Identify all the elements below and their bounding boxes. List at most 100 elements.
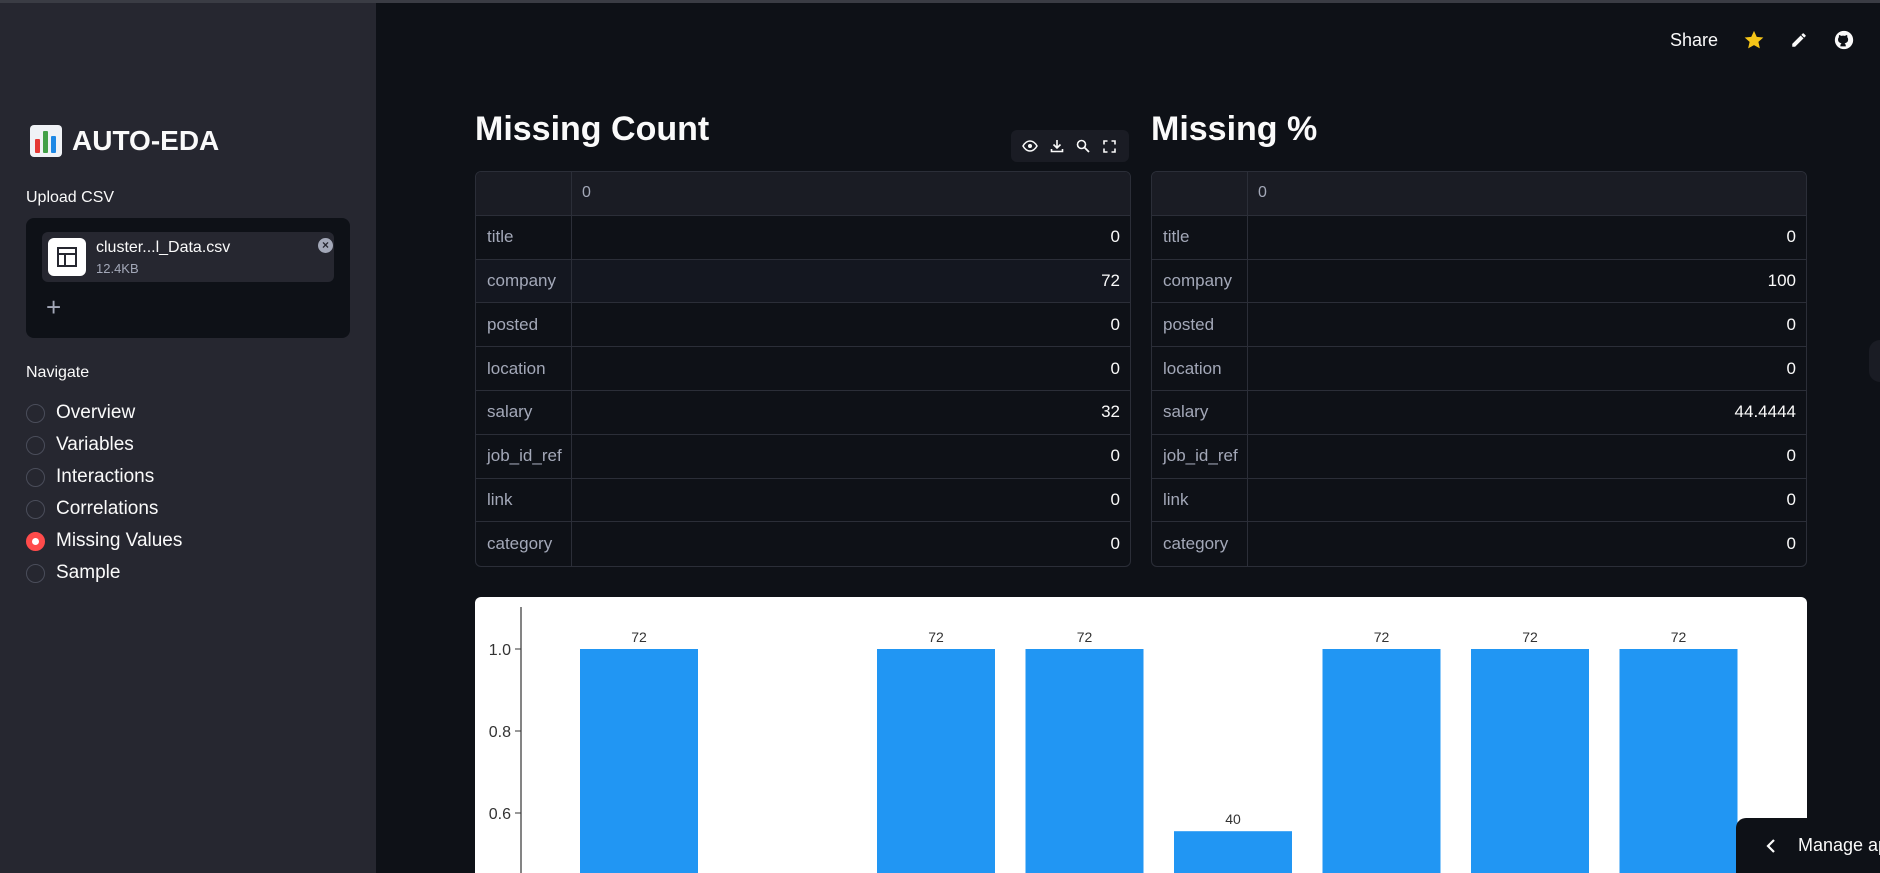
- cell-value[interactable]: 0: [1110, 534, 1120, 554]
- cell-value[interactable]: 0: [1110, 227, 1120, 247]
- table-row: company 100: [1152, 259, 1806, 304]
- bar-data-label: 40: [1225, 811, 1241, 827]
- bar: [1322, 649, 1441, 873]
- manage-app-button[interactable]: Manage app: [1736, 818, 1880, 873]
- nav-item-correlations[interactable]: Correlations: [26, 493, 182, 525]
- share-button[interactable]: Share: [1670, 29, 1719, 50]
- radio-icon[interactable]: [26, 403, 45, 423]
- table-row: link 0: [1152, 478, 1806, 523]
- cell-value[interactable]: 0: [1786, 489, 1796, 509]
- uploaded-file: cluster...l_Data.csv 12.4KB ×: [42, 232, 334, 282]
- bar-data-label: 72: [928, 629, 944, 645]
- column-header[interactable]: 0: [1258, 184, 1267, 202]
- file-uploader[interactable]: cluster...l_Data.csv 12.4KB × +: [26, 218, 350, 338]
- cell-value[interactable]: 0: [1786, 358, 1796, 378]
- missing-count-table[interactable]: 0 title 0 company 72 posted 0 location 0 sal…: [475, 171, 1131, 568]
- bar-data-label: 72: [1522, 629, 1538, 645]
- nav-radio-group: Overview Variables Interactions Correlat…: [26, 397, 182, 589]
- missing-values-bar-chart: 1.0 0.8 0.6 72 72 72 40 72 72 72: [475, 597, 1807, 873]
- nav-item-missing-values[interactable]: Missing Values: [26, 525, 182, 557]
- bar-data-label: 72: [1374, 629, 1390, 645]
- file-name: cluster...l_Data.csv: [96, 239, 231, 256]
- y-tick-label: 0.8: [489, 724, 511, 741]
- table-row: link 0: [476, 478, 1130, 523]
- nav-item-variables[interactable]: Variables: [26, 429, 182, 461]
- scroll-handle[interactable]: [1869, 340, 1880, 382]
- row-index: job_id_ref: [1152, 434, 1248, 478]
- github-icon[interactable]: [1832, 28, 1856, 52]
- y-tick-label: 0.6: [489, 806, 511, 823]
- bar-chart-icon: [30, 125, 62, 157]
- bar: [1025, 649, 1144, 873]
- nav-label: Navigate: [26, 364, 90, 381]
- fullscreen-icon[interactable]: [1101, 137, 1119, 155]
- row-index: link: [1152, 478, 1248, 522]
- bar: [1174, 831, 1292, 873]
- cell-value[interactable]: 32: [1101, 402, 1120, 422]
- table-row: posted 0: [476, 303, 1130, 348]
- table-row: job_id_ref 0: [476, 434, 1130, 479]
- nav-item-interactions[interactable]: Interactions: [26, 461, 182, 493]
- table-row: job_id_ref 0: [1152, 434, 1806, 479]
- bar: [877, 649, 995, 873]
- table-row: salary 32: [476, 390, 1130, 435]
- row-index: posted: [1152, 303, 1248, 347]
- nav-item-label: Correlations: [56, 498, 159, 519]
- cell-value[interactable]: 0: [1786, 446, 1796, 466]
- eye-icon[interactable]: [1021, 137, 1039, 155]
- star-icon[interactable]: [1742, 28, 1766, 52]
- table-row: title 0: [476, 215, 1130, 260]
- cell-value[interactable]: 0: [1786, 314, 1796, 334]
- file-size: 12.4KB: [96, 261, 139, 276]
- manage-app-label: Manage app: [1798, 835, 1880, 855]
- remove-file-icon[interactable]: ×: [318, 238, 333, 253]
- upload-label: Upload CSV: [26, 189, 115, 206]
- table-row: location 0: [1152, 347, 1806, 391]
- row-index: title: [476, 215, 572, 259]
- bar-data-label: 72: [1671, 629, 1687, 645]
- row-index: category: [1152, 522, 1248, 567]
- add-file-icon[interactable]: +: [46, 292, 62, 322]
- search-icon[interactable]: [1074, 137, 1092, 155]
- row-index: location: [1152, 347, 1248, 390]
- cell-value[interactable]: 72: [1101, 270, 1120, 290]
- nav-item-label: Overview: [56, 402, 136, 423]
- row-index: salary: [476, 390, 572, 434]
- cell-value[interactable]: 0: [1110, 489, 1120, 509]
- nav-item-label: Missing Values: [56, 530, 183, 551]
- cell-value[interactable]: 0: [1110, 446, 1120, 466]
- radio-selected-icon[interactable]: [26, 531, 45, 551]
- radio-icon[interactable]: [26, 467, 45, 487]
- table-header-row: 0: [476, 172, 1130, 216]
- table-row: title 0: [1152, 215, 1806, 260]
- cell-value[interactable]: 44.4444: [1734, 402, 1796, 422]
- radio-icon[interactable]: [26, 435, 45, 455]
- column-header[interactable]: 0: [582, 184, 591, 202]
- bar-chart-svg: 1.0 0.8 0.6 72 72 72 40 72 72 72: [489, 607, 1738, 873]
- row-index: salary: [1152, 390, 1248, 434]
- cell-value[interactable]: 0: [1110, 358, 1120, 378]
- table-row: location 0: [476, 347, 1130, 391]
- cell-value[interactable]: 0: [1786, 227, 1796, 247]
- radio-icon[interactable]: [26, 563, 45, 583]
- radio-icon[interactable]: [26, 499, 45, 519]
- row-index: title: [1152, 215, 1248, 259]
- cell-value[interactable]: 0: [1110, 314, 1120, 334]
- missing-percent-table[interactable]: 0 title 0 company 100 posted 0 location 0 sa…: [1151, 171, 1807, 568]
- bar: [1619, 649, 1738, 873]
- table-header-row: 0: [1152, 172, 1806, 216]
- nav-item-label: Sample: [56, 562, 121, 583]
- top-border: [0, 0, 1880, 3]
- edit-icon[interactable]: [1787, 28, 1811, 52]
- nav-item-sample[interactable]: Sample: [26, 557, 182, 589]
- nav-item-label: Variables: [56, 434, 134, 455]
- row-index: job_id_ref: [476, 434, 572, 478]
- download-icon[interactable]: [1048, 137, 1066, 155]
- index-header: [1152, 172, 1248, 215]
- nav-item-overview[interactable]: Overview: [26, 397, 182, 429]
- app-title: AUTO-EDA: [30, 125, 219, 157]
- cell-value[interactable]: 0: [1786, 534, 1796, 554]
- table-row: category 0: [476, 522, 1130, 567]
- row-index: link: [476, 478, 572, 522]
- cell-value[interactable]: 100: [1767, 270, 1796, 290]
